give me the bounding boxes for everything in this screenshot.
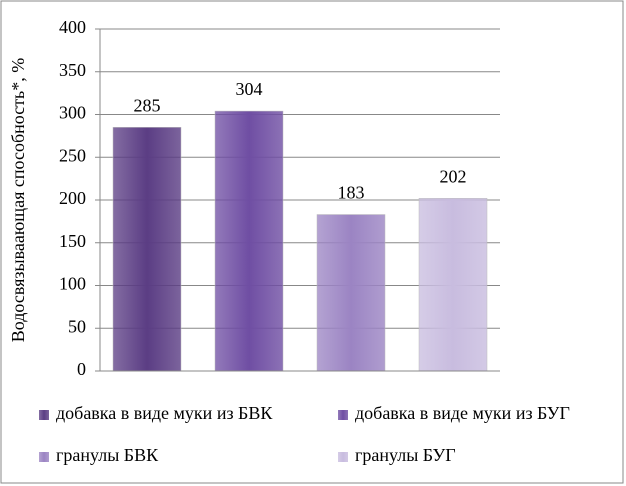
legend-label: добавка в виде муки из БУГ	[355, 403, 570, 423]
value-label: 304	[236, 79, 263, 99]
bar	[316, 214, 386, 372]
value-label: 202	[440, 166, 467, 186]
y-tick-label: 200	[59, 188, 86, 208]
legend-swatch	[338, 452, 348, 462]
y-axis-title: Водосвязываающая способность*, %	[8, 58, 28, 343]
y-tick-label: 300	[59, 103, 86, 123]
legend-swatch	[338, 410, 348, 420]
legend-label: добавка в виде муки из БВК	[56, 403, 273, 423]
y-tick-label: 350	[59, 60, 86, 80]
legend-label: гранулы БУГ	[355, 445, 456, 465]
bar	[112, 127, 182, 372]
y-tick-label: 400	[59, 17, 86, 37]
y-tick-label: 250	[59, 145, 86, 165]
bar	[214, 110, 284, 372]
y-tick-label: 50	[68, 316, 86, 336]
y-tick-label: 0	[77, 359, 86, 379]
y-tick-label: 100	[59, 274, 86, 294]
bar	[418, 198, 488, 372]
value-label: 285	[134, 95, 161, 115]
legend-label: гранулы БВК	[56, 445, 159, 465]
legend-swatch	[39, 452, 49, 462]
value-label: 183	[338, 183, 365, 203]
legend-swatch	[39, 410, 49, 420]
y-tick-label: 150	[59, 231, 86, 251]
